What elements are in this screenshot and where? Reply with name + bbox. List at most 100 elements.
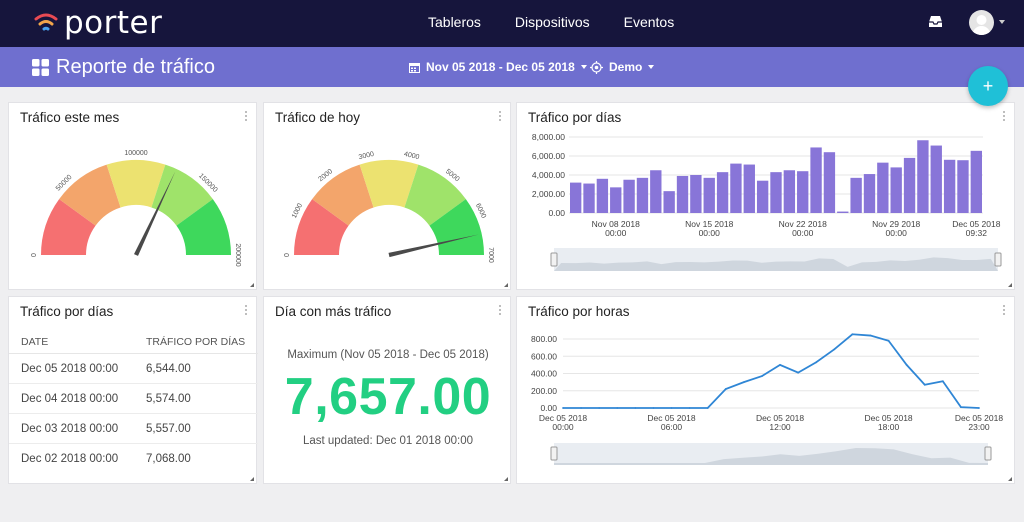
inbox-icon[interactable] <box>928 15 943 28</box>
y-tick-label: 600.00 <box>531 351 557 361</box>
kebab-menu-icon[interactable] <box>245 111 248 123</box>
data-point[interactable] <box>706 407 709 409</box>
porter-logo[interactable]: porter <box>34 5 162 41</box>
column-header-traffic[interactable]: TRÁFICO POR DÍAS <box>146 335 246 348</box>
card-traffic-by-hours-chart: Tráfico por horas 0.00 200.00 400.00 600.00… <box>516 296 1015 484</box>
series-line[interactable] <box>563 333 980 409</box>
data-point[interactable] <box>815 361 818 364</box>
data-point[interactable] <box>652 407 655 409</box>
bar[interactable] <box>663 191 675 213</box>
nav-item-tableros[interactable]: Tableros <box>428 14 481 30</box>
resize-handle-icon[interactable] <box>504 477 508 481</box>
resize-handle-icon[interactable] <box>250 283 254 287</box>
table-cell: 5,557.00 <box>146 422 191 435</box>
data-point[interactable] <box>598 407 601 409</box>
page-title-wrap: Reporte de tráfico <box>32 56 215 79</box>
data-point[interactable] <box>833 348 836 351</box>
data-point[interactable] <box>941 380 944 383</box>
data-point[interactable] <box>887 339 890 342</box>
data-point[interactable] <box>797 371 800 374</box>
nav-item-eventos[interactable]: Eventos <box>623 14 675 30</box>
x-tick-label: 12:00 <box>769 422 791 432</box>
table-cell: 5,574.00 <box>146 392 191 405</box>
bar[interactable] <box>783 170 796 213</box>
bar[interactable] <box>930 145 942 213</box>
bar[interactable] <box>570 182 582 213</box>
gauge-tick-label: 4000 <box>403 151 420 161</box>
bar[interactable] <box>797 171 809 213</box>
bar[interactable] <box>850 177 862 213</box>
page-header: Reporte de tráfico Nov 05 2018 - Dec 05 … <box>0 47 1024 87</box>
card-title: Tráfico por días <box>528 110 622 125</box>
data-point[interactable] <box>851 333 854 336</box>
bar[interactable] <box>583 183 595 213</box>
bar[interactable] <box>650 170 662 213</box>
kebab-menu-icon[interactable] <box>499 111 502 123</box>
resize-handle-icon[interactable] <box>250 477 254 481</box>
gauge-tick-label: 3000 <box>358 151 375 161</box>
bar[interactable] <box>610 187 622 213</box>
gauge-needle <box>388 234 479 258</box>
stat-footer: Last updated: Dec 01 2018 00:00 <box>302 435 474 447</box>
bar[interactable] <box>676 175 689 213</box>
bar[interactable] <box>730 163 742 213</box>
data-point[interactable] <box>724 388 727 390</box>
data-point[interactable] <box>761 375 763 377</box>
user-menu-caret-icon[interactable] <box>999 20 1005 24</box>
navigator-handle[interactable] <box>550 446 558 461</box>
data-point[interactable] <box>905 363 908 366</box>
kebab-menu-icon[interactable] <box>1003 305 1006 317</box>
bar[interactable] <box>943 159 956 213</box>
kebab-menu-icon[interactable] <box>1003 111 1006 123</box>
add-widget-button[interactable]: + <box>968 66 1008 106</box>
data-point[interactable] <box>978 407 980 409</box>
top-navbar: porter Tableros Dispositivos Eventos <box>0 0 1024 47</box>
bar[interactable] <box>716 172 729 213</box>
bar[interactable] <box>877 162 889 213</box>
data-point[interactable] <box>960 406 962 409</box>
user-avatar[interactable] <box>969 10 994 35</box>
data-point[interactable] <box>634 407 637 409</box>
scope-dropdown[interactable]: Demo <box>590 60 655 74</box>
bar[interactable] <box>970 150 982 213</box>
nav-item-dispositivos[interactable]: Dispositivos <box>514 14 590 30</box>
column-header-date[interactable]: DATE <box>21 335 49 348</box>
wifi-logo-icon <box>34 13 58 31</box>
resize-handle-icon[interactable] <box>1008 477 1012 481</box>
kebab-menu-icon[interactable] <box>245 305 248 317</box>
data-point[interactable] <box>779 363 781 366</box>
navigator-handle[interactable] <box>550 252 558 267</box>
data-point[interactable] <box>742 381 745 384</box>
data-point[interactable] <box>562 407 564 409</box>
data-point[interactable] <box>616 407 619 409</box>
data-point[interactable] <box>923 383 926 386</box>
bar[interactable] <box>596 178 609 213</box>
navigator-handle[interactable] <box>994 252 1002 267</box>
bar[interactable] <box>756 180 769 213</box>
bar[interactable] <box>703 177 715 213</box>
bar[interactable] <box>917 140 929 213</box>
kebab-menu-icon[interactable] <box>499 305 502 317</box>
data-point[interactable] <box>688 407 691 409</box>
bar[interactable] <box>636 177 649 213</box>
bar[interactable] <box>623 179 635 213</box>
data-point[interactable] <box>580 407 582 409</box>
bar[interactable] <box>863 174 876 213</box>
bar[interactable] <box>743 164 755 213</box>
bar[interactable] <box>810 147 822 213</box>
navigator-handle[interactable] <box>984 446 992 461</box>
bar[interactable] <box>890 167 902 213</box>
date-range-dropdown[interactable]: Nov 05 2018 - Dec 05 2018 <box>409 60 587 74</box>
bar[interactable] <box>903 157 916 213</box>
bar[interactable] <box>690 175 702 213</box>
bar[interactable] <box>770 172 782 213</box>
bar[interactable] <box>957 160 969 213</box>
data-point[interactable] <box>670 407 673 409</box>
target-icon <box>590 60 603 74</box>
bar[interactable] <box>823 152 836 213</box>
data-point[interactable] <box>869 334 872 337</box>
resize-handle-icon[interactable] <box>1008 283 1012 287</box>
resize-handle-icon[interactable] <box>504 283 508 287</box>
bar[interactable] <box>837 211 849 213</box>
gauge-band <box>429 199 484 255</box>
